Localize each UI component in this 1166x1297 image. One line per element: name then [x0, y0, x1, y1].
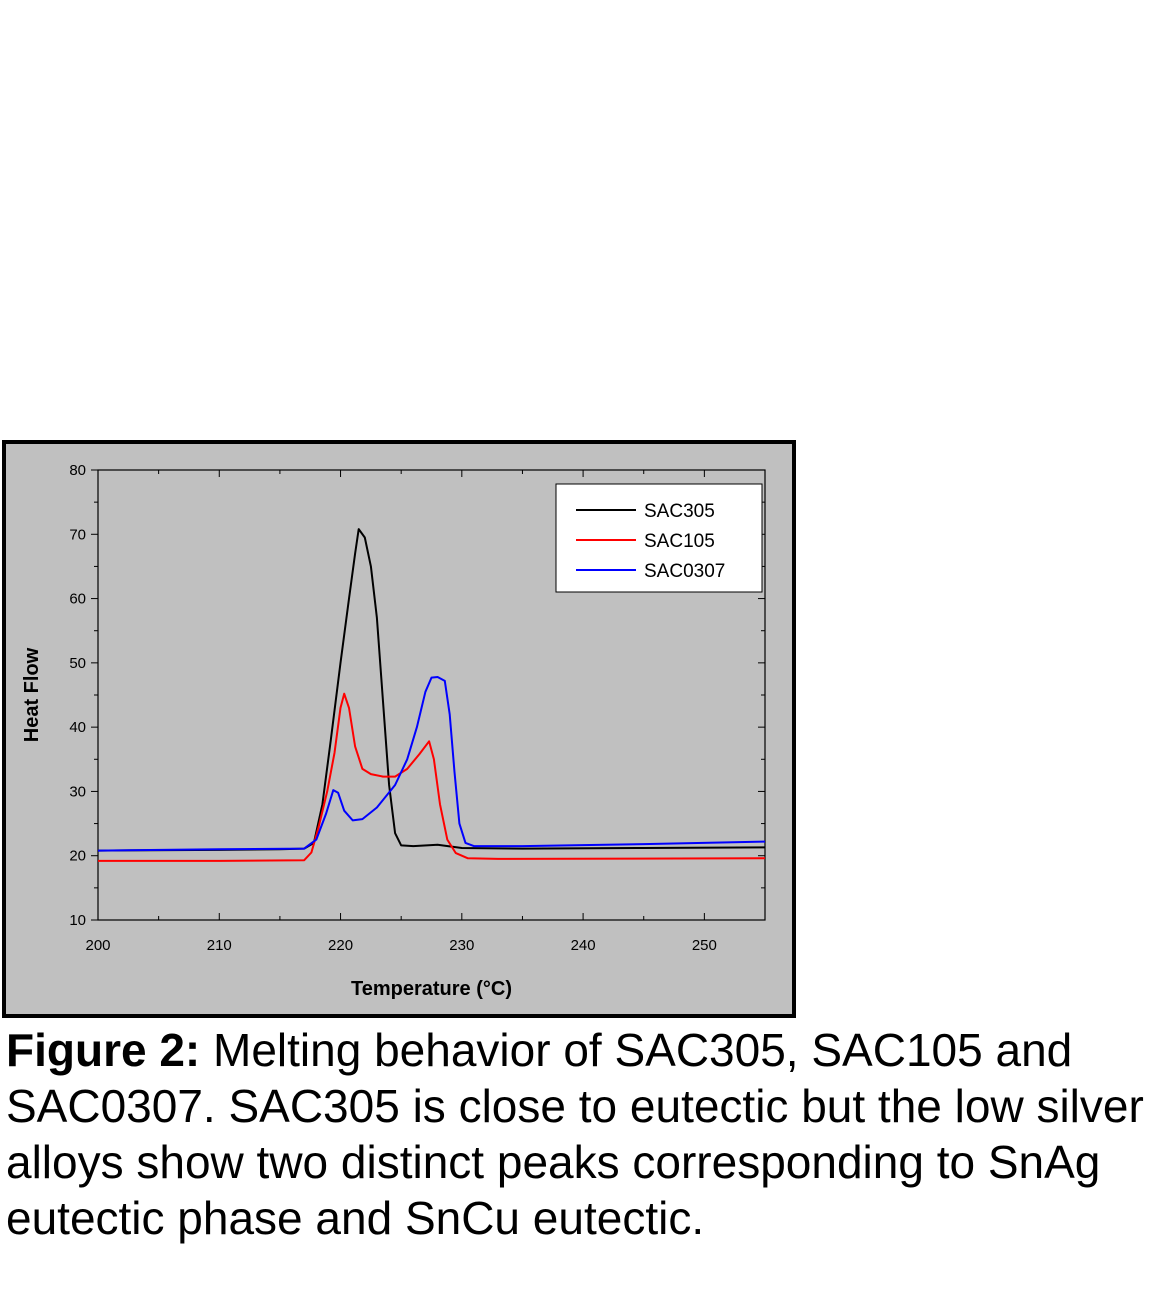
- y-axis-label: Heat Flow: [21, 647, 43, 742]
- x-tick-label: 200: [85, 937, 110, 954]
- x-tick-label: 210: [207, 937, 232, 954]
- chart-figure: 200 210 220 230 240 250 10 20 30 40 50 60 70 80 Temper…: [2, 440, 796, 1018]
- figure-caption: Figure 2: Melting behavior of SAC305, SA…: [6, 1022, 1156, 1246]
- y-tick-label: 20: [69, 848, 86, 865]
- y-tick-label: 40: [69, 719, 86, 736]
- x-tick-label: 240: [571, 937, 596, 954]
- caption-text: Melting behavior of SAC305, SAC105 and S…: [6, 1024, 1144, 1244]
- series-line-sac305: [97, 528, 766, 852]
- y-tick-label: 50: [69, 655, 86, 672]
- legend-label: SAC105: [644, 531, 715, 552]
- x-tick-label: 220: [328, 937, 353, 954]
- y-tick-label: 60: [69, 591, 86, 608]
- y-tick-label: 70: [69, 526, 86, 543]
- x-axis-label: Temperature (°C): [351, 978, 512, 1000]
- y-tick-label: 80: [69, 462, 86, 479]
- y-tick-label: 30: [69, 783, 86, 800]
- chart-svg: 200 210 220 230 240 250 10 20 30 40 50 60 70 80 Temper…: [2, 440, 796, 1018]
- x-tick-label: 230: [449, 937, 474, 954]
- legend-label: SAC305: [644, 501, 715, 522]
- series-line-sac105: [98, 692, 766, 862]
- caption-lead: Figure 2:: [6, 1024, 201, 1076]
- legend-label: SAC0307: [644, 561, 725, 582]
- legend-box: [555, 483, 763, 593]
- x-tick-label: 250: [692, 937, 717, 954]
- y-tick-label: 10: [69, 912, 86, 929]
- series-line-sac0307: [97, 676, 766, 852]
